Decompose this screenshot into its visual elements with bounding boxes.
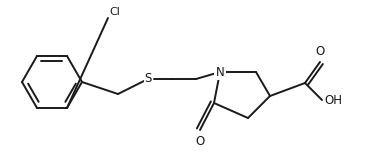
Text: OH: OH <box>324 93 342 106</box>
Text: O: O <box>195 135 205 148</box>
Text: S: S <box>144 72 152 85</box>
Text: Cl: Cl <box>109 7 120 17</box>
Text: O: O <box>316 45 325 58</box>
Text: N: N <box>216 65 224 79</box>
